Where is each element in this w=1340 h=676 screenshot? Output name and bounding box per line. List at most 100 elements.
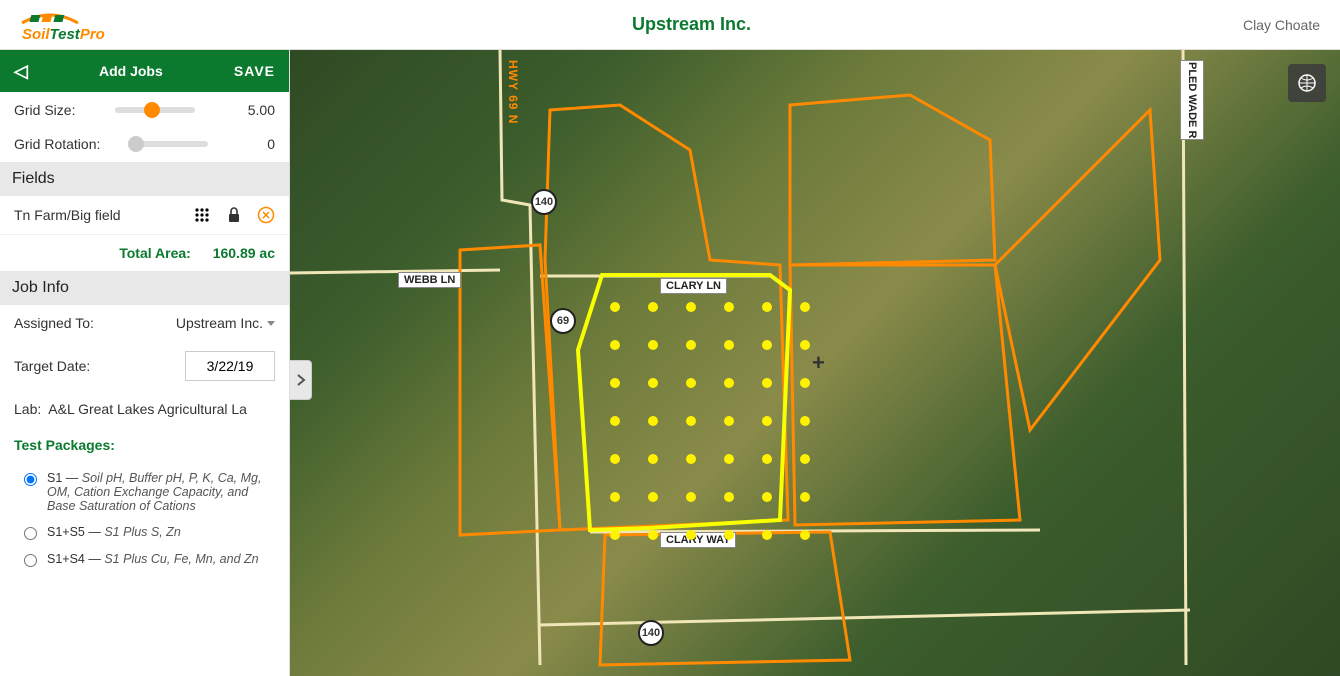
sample-point[interactable] [610,530,620,540]
route-shield: 140 [638,620,664,646]
sample-point[interactable] [648,530,658,540]
assigned-to-value: Upstream Inc. [176,315,263,331]
logo-text-3: Pro [80,26,105,43]
target-date-label: Target Date: [14,358,90,374]
sample-point[interactable] [686,416,696,426]
package-option[interactable]: S1+S5 — S1 Plus S, Zn [14,519,275,546]
sample-point[interactable] [800,530,810,540]
lab-label: Lab: [14,401,41,417]
sample-point[interactable] [686,378,696,388]
sample-point[interactable] [762,530,772,540]
sample-point[interactable] [724,416,734,426]
sample-point[interactable] [762,454,772,464]
sample-point[interactable] [724,378,734,388]
sample-point[interactable] [648,378,658,388]
sidebar: ◁ Add Jobs SAVE Grid Size: 5.00 Grid Rot… [0,50,290,676]
sample-point[interactable] [800,492,810,502]
sample-point[interactable] [686,302,696,312]
package-option[interactable]: S1+S4 — S1 Plus Cu, Fe, Mn, and Zn [14,546,275,573]
chevron-down-icon [267,321,275,326]
topbar: SoilTestPro Upstream Inc. Clay Choate [0,0,1340,50]
package-radio[interactable] [24,554,37,567]
sample-point[interactable] [648,454,658,464]
sample-point[interactable] [762,416,772,426]
package-radio[interactable] [24,527,37,540]
sample-point[interactable] [724,454,734,464]
total-area: Total Area: 160.89 ac [0,235,289,271]
sample-point[interactable] [800,302,810,312]
crosshair-icon: + [812,350,825,376]
logo-text-1: Soil [22,26,50,43]
grid-controls: Grid Size: 5.00 Grid Rotation: 0 [0,92,289,162]
sample-point[interactable] [724,492,734,502]
field-row: Tn Farm/Big field [0,196,289,235]
grid-rotation-slider[interactable] [128,141,208,147]
sample-point[interactable] [648,302,658,312]
sample-point[interactable] [762,378,772,388]
grid-size-label: Grid Size: [14,102,75,118]
sample-point[interactable] [648,340,658,350]
package-desc: S1 Plus Cu, Fe, Mn, and Zn [104,552,258,566]
sample-point[interactable] [648,416,658,426]
route-shield: 69 [550,308,576,334]
grid-rotation-value: 0 [235,136,275,152]
sample-point[interactable] [762,340,772,350]
sample-point[interactable] [610,416,620,426]
package-option[interactable]: S1 — Soil pH, Buffer pH, P, K, Ca, Mg, O… [14,465,275,519]
road-label: CLARY LN [660,278,727,294]
fields-header: Fields [0,162,289,196]
sample-point[interactable] [686,454,696,464]
sample-point[interactable] [610,492,620,502]
greenbar: ◁ Add Jobs SAVE [0,50,289,92]
package-desc: Soil pH, Buffer pH, P, K, Ca, Mg, OM, Ca… [47,471,261,513]
map-area[interactable]: HWY 69 NWEBB LNCLARY LNCLARY WAYPLED WAD… [290,50,1340,676]
sample-point[interactable] [724,302,734,312]
sample-point[interactable] [762,492,772,502]
main: ◁ Add Jobs SAVE Grid Size: 5.00 Grid Rot… [0,50,1340,676]
total-area-value: 160.89 ac [213,245,275,261]
field-name: Tn Farm/Big field [14,207,193,223]
package-desc: S1 Plus S, Zn [104,525,180,539]
road-label: PLED WADE R [1180,60,1204,140]
sample-point[interactable] [648,492,658,502]
sample-point[interactable] [800,340,810,350]
assigned-to-row: Assigned To: Upstream Inc. [0,305,289,341]
sample-point[interactable] [800,416,810,426]
grid-icon[interactable] [193,206,211,224]
sample-point[interactable] [686,530,696,540]
sample-point[interactable] [610,302,620,312]
sample-point[interactable] [610,454,620,464]
packages-header: Test Packages: [14,437,275,453]
page-title: Add Jobs [28,63,234,79]
assigned-to-dropdown[interactable]: Upstream Inc. [176,315,275,331]
test-packages: Test Packages: S1 — Soil pH, Buffer pH, … [0,427,289,583]
svg-text:SoilTestPro: SoilTestPro [22,26,105,43]
sample-point[interactable] [686,340,696,350]
collapse-sidebar-button[interactable] [290,360,312,400]
lab-row[interactable]: Lab: A&L Great Lakes Agricultural La [0,391,289,427]
sample-point[interactable] [610,340,620,350]
remove-icon[interactable] [257,206,275,224]
grid-rotation-label: Grid Rotation: [14,136,100,152]
target-date-input[interactable] [185,351,275,381]
grid-size-value: 5.00 [235,102,275,118]
package-radio[interactable] [24,473,37,486]
sample-point[interactable] [800,454,810,464]
jobinfo-header: Job Info [0,271,289,305]
grid-rotation-row: Grid Rotation: 0 [14,136,275,152]
save-button[interactable]: SAVE [234,63,275,79]
lock-icon[interactable] [225,206,243,224]
package-code: S1+S4 [47,552,85,566]
total-area-label: Total Area: [119,245,191,261]
sample-point[interactable] [610,378,620,388]
sample-point[interactable] [724,530,734,540]
sample-point[interactable] [762,302,772,312]
sample-point[interactable] [724,340,734,350]
sample-point[interactable] [800,378,810,388]
back-button[interactable]: ◁ [14,61,28,82]
layers-button[interactable] [1288,64,1326,102]
package-code: S1 [47,471,62,485]
user-name[interactable]: Clay Choate [1243,17,1320,33]
grid-size-slider[interactable] [115,107,195,113]
sample-point[interactable] [686,492,696,502]
